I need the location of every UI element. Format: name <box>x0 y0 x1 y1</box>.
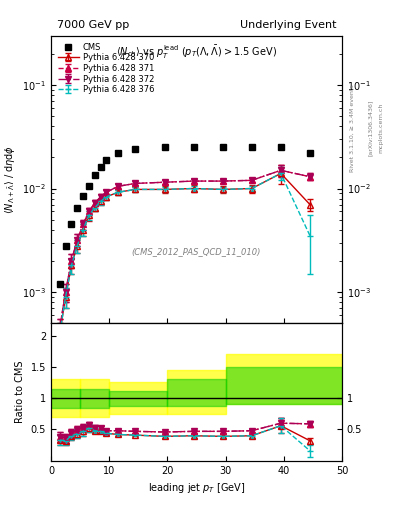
CMS <box>104 157 109 163</box>
CMS <box>69 221 74 227</box>
CMS <box>75 205 80 211</box>
Text: $\langle N_{ch} \rangle$ vs $p_T^{\rm lead}$ ($p_T(\Lambda,\bar{\Lambda}) > 1.5$: $\langle N_{ch} \rangle$ vs $p_T^{\rm le… <box>116 45 277 61</box>
Text: 7000 GeV pp: 7000 GeV pp <box>57 20 129 30</box>
CMS <box>63 243 68 249</box>
Y-axis label: $\langle N_{\Lambda+\bar{\Lambda}} \rangle$ / d$\eta$d$\phi$: $\langle N_{\Lambda+\bar{\Lambda}} \rang… <box>3 145 17 214</box>
Text: Underlying Event: Underlying Event <box>240 20 336 30</box>
Text: [arXiv:1306.3436]: [arXiv:1306.3436] <box>367 100 373 156</box>
CMS <box>92 172 97 178</box>
X-axis label: leading jet $p_T$ [GeV]: leading jet $p_T$ [GeV] <box>148 481 245 495</box>
Text: Rivet 3.1.10, ≥ 3.4M events: Rivet 3.1.10, ≥ 3.4M events <box>350 84 355 172</box>
CMS <box>81 193 85 199</box>
CMS <box>162 144 167 151</box>
CMS <box>98 164 103 170</box>
Legend: CMS, Pythia 6.428 370, Pythia 6.428 371, Pythia 6.428 372, Pythia 6.428 376: CMS, Pythia 6.428 370, Pythia 6.428 371,… <box>55 40 157 97</box>
CMS <box>279 144 283 151</box>
Text: (CMS_2012_PAS_QCD_11_010): (CMS_2012_PAS_QCD_11_010) <box>132 247 261 255</box>
CMS <box>191 144 196 151</box>
CMS <box>86 183 91 189</box>
CMS <box>250 144 254 151</box>
CMS <box>116 150 120 156</box>
Text: mcplots.cern.ch: mcplots.cern.ch <box>378 103 384 153</box>
CMS <box>57 281 62 287</box>
CMS <box>308 150 312 156</box>
CMS <box>133 146 138 152</box>
Line: CMS: CMS <box>56 144 313 287</box>
CMS <box>220 144 225 151</box>
Y-axis label: Ratio to CMS: Ratio to CMS <box>15 360 25 423</box>
